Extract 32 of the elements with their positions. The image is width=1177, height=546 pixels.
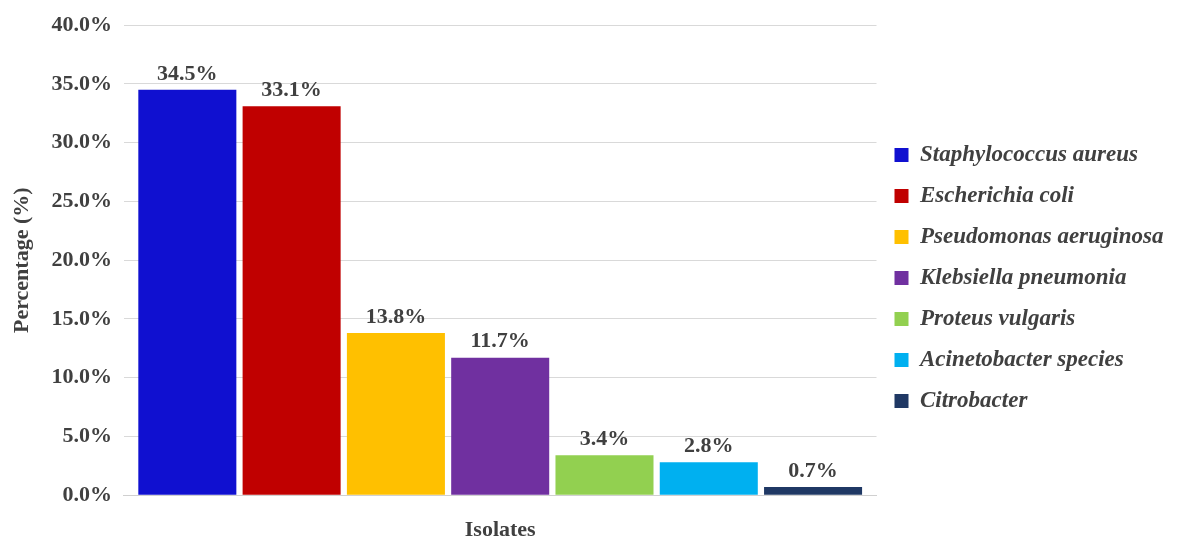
bar	[555, 455, 654, 495]
bar	[242, 106, 341, 495]
legend-label: Pseudomonas aeruginosa	[919, 222, 1164, 248]
legend-label: Staphylococcus aureus	[920, 140, 1138, 166]
y-tick-label: 5.0%	[62, 422, 112, 448]
legend-label: Klebsiella pneumonia	[919, 263, 1127, 289]
y-tick-label: 25.0%	[51, 187, 112, 213]
bar	[346, 333, 445, 495]
data-label: 3.4%	[579, 424, 630, 450]
y-tick-label: 15.0%	[51, 304, 112, 330]
y-tick-label: 35.0%	[51, 69, 112, 95]
data-label: 11.7%	[470, 327, 530, 353]
y-tick-label: 0.0%	[62, 480, 112, 506]
x-axis-title: Isolates	[464, 516, 537, 542]
bar	[764, 486, 863, 495]
data-label: 34.5%	[157, 59, 218, 85]
legend-label: Proteus vulgaris	[919, 304, 1076, 330]
y-tick-label: 10.0%	[51, 363, 112, 389]
data-label: 0.7%	[788, 456, 838, 482]
bar	[659, 462, 758, 495]
bar	[451, 357, 550, 495]
y-tick-label: 30.0%	[51, 128, 112, 154]
data-label: 13.8%	[365, 302, 427, 328]
data-label: 2.8%	[684, 431, 734, 457]
y-tick-label: 20.0%	[51, 245, 112, 271]
y-axis-title: Percentage (%)	[7, 187, 33, 333]
data-label: 33.1%	[261, 75, 322, 101]
legend-label: Escherichia coli	[919, 181, 1075, 207]
legend-label: Acinetobacter species	[918, 345, 1124, 371]
legend-label: Citrobacter	[920, 386, 1029, 412]
bar	[138, 89, 237, 495]
y-tick-label: 40.0%	[51, 10, 112, 36]
